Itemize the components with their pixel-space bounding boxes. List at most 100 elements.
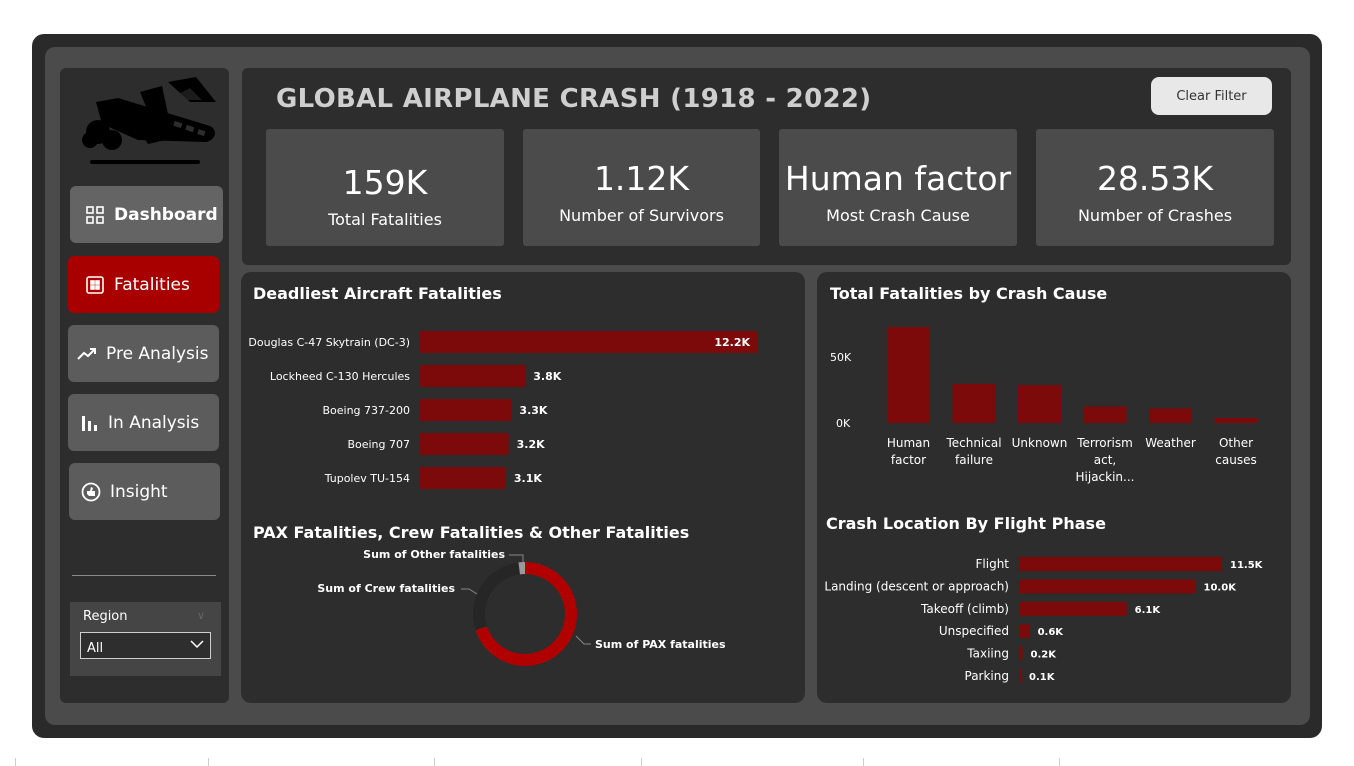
kpi-label: Total Fatalities: [328, 210, 442, 229]
category-label: Unknown: [1012, 436, 1068, 450]
y-tick-label: 0K: [836, 417, 851, 430]
category-label: Landing (descent or approach): [824, 579, 1009, 593]
grid-icon: [84, 204, 106, 226]
category-label: Other: [1219, 436, 1253, 450]
region-label: Region: [83, 609, 128, 624]
sidebar-item-insight[interactable]: Insight: [69, 463, 220, 520]
region-dropdown[interactable]: All: [80, 632, 211, 659]
kpi-card-crashes: 28.53K Number of Crashes: [1036, 129, 1274, 246]
sidebar-item-label: Fatalities: [114, 274, 190, 295]
category-label: failure: [955, 453, 993, 467]
category-label: Human: [887, 436, 930, 450]
sidebar: [60, 68, 229, 703]
category-label: Boeing 707: [347, 438, 410, 451]
bar: [420, 331, 758, 353]
category-label: Technical: [945, 436, 1001, 450]
dropdown-arrow-icon: [190, 638, 204, 653]
sidebar-item-label: In Analysis: [108, 412, 200, 433]
kpi-label: Number of Crashes: [1077, 206, 1233, 225]
bar: [952, 383, 996, 423]
chart-title: Crash Location By Flight Phase: [826, 514, 1106, 533]
category-label: factor: [891, 453, 926, 467]
bar: [420, 399, 512, 421]
category-label: Boeing 737-200: [322, 404, 410, 417]
kpi-label: Number of Survivors: [559, 206, 724, 225]
leader-line: [461, 588, 478, 595]
chart-crash-cause: 50K 0K Human factor Technical failure Unknown T…: [830, 327, 1258, 484]
category-label: Douglas C-47 Skytrain (DC-3): [248, 336, 410, 349]
sidebar-item-label: Dashboard: [114, 204, 218, 225]
bar: [1019, 646, 1023, 661]
clear-filter-button[interactable]: Clear Filter: [1151, 77, 1272, 115]
bar: [1019, 669, 1021, 683]
region-selected-value: All: [87, 641, 104, 656]
chart-title: Deadliest Aircraft Fatalities: [253, 284, 502, 303]
kpi-card-crash-cause: Human factor Most Crash Cause: [779, 129, 1017, 246]
data-label: 0.1K: [1029, 672, 1056, 683]
slice-label: Sum of Crew fatalities: [317, 582, 455, 595]
data-label: 6.1K: [1135, 605, 1162, 616]
insight-icon: [80, 481, 102, 503]
kpi-value: 1.12K: [593, 159, 690, 198]
bar: [1019, 624, 1030, 639]
slice-label: Sum of PAX fatalities: [595, 638, 726, 651]
data-label: 0.6K: [1038, 627, 1065, 638]
chart-title: Total Fatalities by Crash Cause: [830, 284, 1108, 303]
category-label: Parking: [965, 669, 1010, 683]
airplane-crash-icon: [78, 74, 220, 174]
slice-label: Sum of Other fatalities: [363, 548, 505, 561]
donut-slice: [518, 562, 525, 575]
kpi-value: 159K: [342, 163, 428, 202]
bar: [1018, 385, 1061, 423]
bar: [420, 467, 506, 489]
page-title: GLOBAL AIRPLANE CRASH (1918 - 2022): [276, 84, 872, 114]
kpi-value: Human factor: [784, 159, 1012, 198]
bar: [1214, 417, 1258, 423]
y-tick-label: 50K: [830, 351, 852, 364]
category-label: Unspecified: [939, 624, 1009, 638]
data-label: 10.0K: [1204, 582, 1238, 593]
data-label: 3.3K: [519, 404, 547, 417]
kpi-value: 28.53K: [1096, 159, 1214, 198]
chevron-down-icon[interactable]: ∨: [197, 609, 206, 622]
category-label: Weather: [1145, 436, 1196, 450]
sidebar-item-fatalities[interactable]: Fatalities: [68, 256, 219, 313]
leader-line: [509, 554, 524, 562]
bar: [1083, 406, 1127, 423]
category-label: Hijackin...: [1076, 470, 1135, 484]
category-label: act,: [1094, 453, 1116, 467]
data-label: 12.2K: [714, 336, 750, 349]
category-label: Tupolev TU-154: [324, 472, 410, 485]
bar: [887, 327, 930, 423]
chart-title: PAX Fatalities, Crew Fatalities & Other …: [253, 523, 690, 542]
data-label: 11.5K: [1230, 560, 1264, 571]
kpi-card-total-fatalities: 159K Total Fatalities: [266, 129, 504, 246]
sidebar-item-dashboard[interactable]: Dashboard: [70, 186, 223, 243]
bar: [420, 365, 526, 387]
trend-icon: [76, 343, 98, 365]
sidebar-item-in-analysis[interactable]: In Analysis: [68, 394, 219, 451]
bar: [1019, 557, 1222, 571]
data-label: 3.8K: [533, 370, 561, 383]
data-label: 3.1K: [514, 472, 542, 485]
chart-deadliest-aircraft: Douglas C-47 Skytrain (DC-3) 12.2K Lockhee…: [248, 331, 758, 489]
chart-fatalities-donut: Sum of PAX fatalities Sum of Crew fatalit…: [317, 548, 726, 666]
bar: [1019, 601, 1127, 616]
bottom-gridlines: [0, 758, 1354, 766]
sidebar-item-label: Pre Analysis: [106, 343, 209, 364]
bar: [1149, 408, 1192, 423]
sidebar-item-pre-analysis[interactable]: Pre Analysis: [68, 325, 219, 382]
category-label: Terrorism: [1076, 436, 1133, 450]
category-label: causes: [1215, 453, 1256, 467]
kpi-label: Most Crash Cause: [826, 206, 970, 225]
category-label: Lockheed C-130 Hercules: [270, 370, 410, 383]
sidebar-divider: [72, 575, 216, 576]
category-label: Taxiing: [966, 647, 1009, 661]
donut-slice: [473, 562, 520, 631]
data-label: 0.2K: [1031, 650, 1058, 661]
bar: [1019, 579, 1196, 594]
bar: [420, 433, 509, 455]
bar-chart-icon: [78, 412, 100, 434]
data-label: 3.2K: [517, 438, 545, 451]
